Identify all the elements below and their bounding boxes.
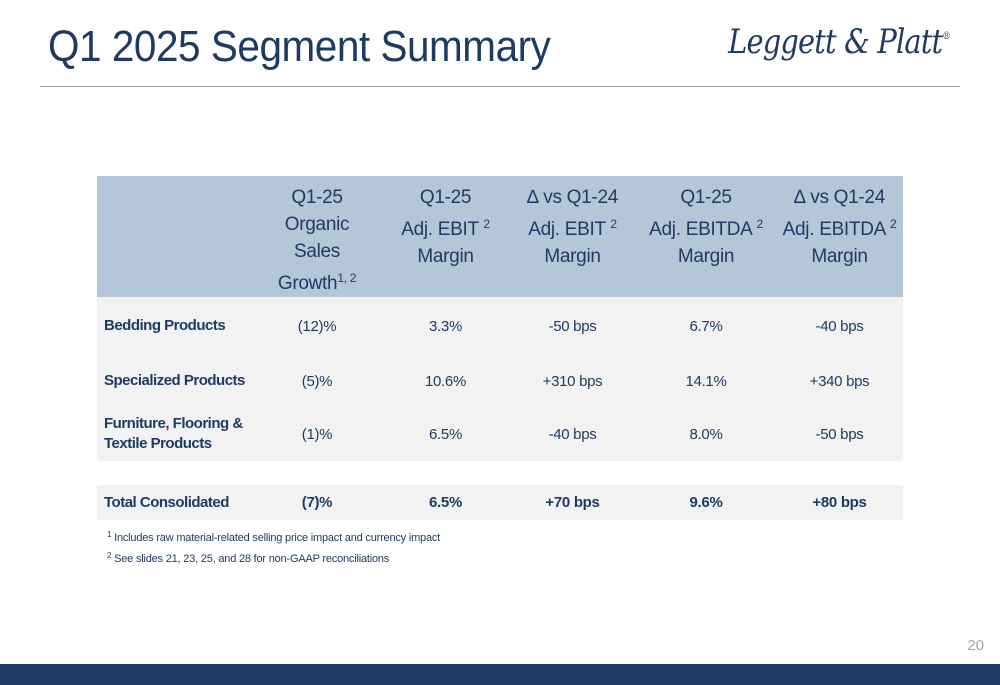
- table-row-total-consolidated: Total Consolidated (7)% 6.5% +70 bps 9.6…: [97, 485, 903, 520]
- segment-name: Specialized Products: [97, 355, 252, 407]
- segment-line: Furniture, Flooring &: [104, 415, 243, 432]
- header-line: Adj. EBIT 2: [382, 211, 509, 243]
- footnote-ref: 1, 2: [337, 271, 357, 285]
- footnote: 1 Includes raw material-related selling …: [107, 526, 440, 547]
- header-delta-adj-ebitda-margin: ∆ vs Q1-24 Adj. EBITDA 2 Margin: [776, 176, 903, 297]
- footnote-ref: 2: [889, 217, 897, 231]
- header-line-text: Adj. EBITDA: [782, 219, 886, 240]
- company-logo: Leggett & Platt®: [728, 22, 951, 62]
- delta-adj-ebit-margin: -50 bps: [548, 317, 597, 335]
- header-line: Q1-25: [419, 187, 472, 208]
- segment-name: Total Consolidated: [104, 493, 229, 511]
- table-spacer-row: [97, 461, 903, 485]
- footer-bar: [0, 664, 1000, 685]
- delta-adj-ebitda-margin: -50 bps: [815, 425, 864, 443]
- adj-ebitda-margin: 14.1%: [685, 372, 727, 390]
- header-line: Margin: [417, 246, 474, 267]
- header-line: Growth1, 2: [252, 265, 382, 297]
- table-row-bedding-products: Bedding Products (12)% 3.3% -50 bps 6.7%…: [97, 297, 903, 355]
- header-line: Q1-25: [680, 187, 732, 208]
- page-number: 20: [967, 637, 984, 654]
- footnote-ref: 2: [483, 217, 490, 231]
- header-line: ∆ vs Q1-24: [527, 187, 618, 208]
- page-title: Q1 2025 Segment Summary: [48, 22, 551, 71]
- logo-registered-mark: ®: [942, 31, 951, 42]
- segment-name: Furniture, Flooring & Textile Products: [97, 407, 252, 461]
- delta-adj-ebitda-margin: -40 bps: [815, 317, 864, 335]
- footnote-text: See slides 21, 23, 25, and 28 for non-GA…: [114, 553, 390, 565]
- header-line: Margin: [544, 246, 601, 267]
- title-divider: [40, 86, 960, 87]
- adj-ebit-margin: 3.3%: [429, 317, 462, 335]
- segment-summary-table: Q1-25 Organic Sales Growth1, 2 Q1-25 Adj…: [97, 176, 903, 520]
- adj-ebit-margin: 10.6%: [424, 372, 467, 390]
- footnote-number: 1: [107, 530, 112, 539]
- organic-sales-growth: (7)%: [301, 494, 333, 511]
- segment-name: Bedding Products: [97, 297, 252, 355]
- delta-adj-ebit-margin: -40 bps: [548, 425, 597, 443]
- header-line-text: Adj. EBITDA: [649, 219, 752, 240]
- organic-sales-growth: (12)%: [297, 317, 337, 335]
- header-line: Margin: [811, 246, 868, 267]
- header-line: Adj. EBITDA 2: [636, 211, 776, 243]
- header-line: Sales: [293, 241, 341, 262]
- header-delta-adj-ebit-margin: ∆ vs Q1-24 Adj. EBIT 2 Margin: [509, 176, 636, 297]
- footnote: 2 See slides 21, 23, 25, and 28 for non-…: [107, 547, 440, 568]
- delta-adj-ebit-margin: +310 bps: [542, 372, 603, 390]
- header-segment: [97, 176, 252, 297]
- adj-ebit-margin: 6.5%: [429, 494, 462, 511]
- header-line: ∆ vs Q1-24: [794, 187, 885, 208]
- header-line: Adj. EBITDA 2: [776, 211, 903, 243]
- header-line-text: Adj. EBIT: [528, 219, 606, 240]
- footnotes: 1 Includes raw material-related selling …: [107, 526, 440, 568]
- delta-adj-ebit-margin: +70 bps: [545, 494, 600, 511]
- adj-ebit-margin: 6.5%: [429, 425, 462, 443]
- footnote-text: Includes raw material-related selling pr…: [114, 532, 441, 544]
- header-line-text: Adj. EBIT: [401, 219, 479, 240]
- segment-line: Specialized Products: [104, 372, 245, 389]
- table-row-specialized-products: Specialized Products (5)% 10.6% +310 bps…: [97, 355, 903, 407]
- organic-sales-growth: (1)%: [301, 425, 333, 443]
- logo-text: Leggett & Platt: [728, 22, 943, 62]
- header-adj-ebit-margin: Q1-25 Adj. EBIT 2 Margin: [382, 176, 509, 297]
- adj-ebitda-margin: 8.0%: [689, 425, 723, 443]
- delta-adj-ebitda-margin: +340 bps: [809, 372, 870, 390]
- header-line: Margin: [677, 246, 735, 267]
- header-line: Organic: [284, 214, 350, 235]
- spacer-cell: [97, 461, 903, 485]
- segment-line: Bedding Products: [104, 317, 226, 334]
- segment-line: Textile Products: [104, 435, 212, 452]
- table-header-row: Q1-25 Organic Sales Growth1, 2 Q1-25 Adj…: [97, 176, 903, 297]
- header-adj-ebitda-margin: Q1-25 Adj. EBITDA 2 Margin: [636, 176, 776, 297]
- header-line: Adj. EBIT 2: [509, 211, 636, 243]
- delta-adj-ebitda-margin: +80 bps: [812, 494, 867, 511]
- table-row-furniture-flooring-textile: Furniture, Flooring & Textile Products (…: [97, 407, 903, 461]
- footnote-number: 2: [107, 551, 112, 560]
- organic-sales-growth: (5)%: [301, 372, 333, 390]
- adj-ebitda-margin: 9.6%: [689, 494, 723, 511]
- footnote-ref: 2: [756, 217, 763, 231]
- adj-ebitda-margin: 6.7%: [689, 317, 723, 335]
- header-organic-sales-growth: Q1-25 Organic Sales Growth1, 2: [252, 176, 382, 297]
- header-line: Q1-25: [291, 187, 343, 208]
- footnote-ref: 2: [610, 217, 617, 231]
- header-line-text: Growth: [277, 273, 338, 294]
